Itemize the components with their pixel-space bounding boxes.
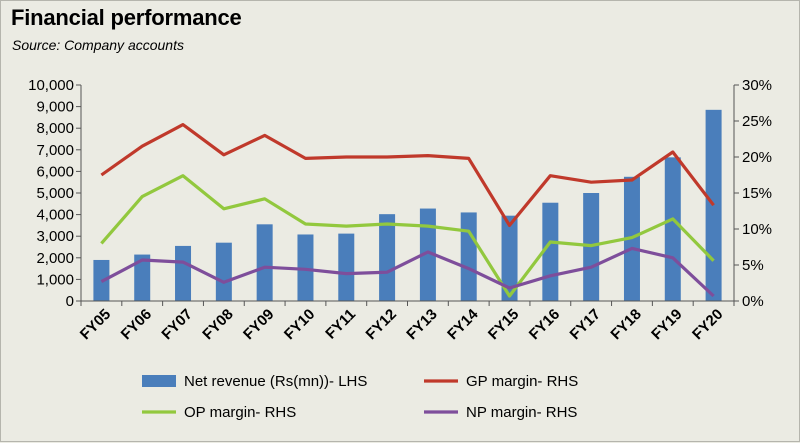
margin-line — [100, 122, 715, 227]
revenue-bar — [419, 208, 436, 301]
x-tick-label: FY09 — [240, 306, 277, 343]
bar-series — [93, 109, 722, 301]
left-tick-label: 6,000 — [36, 163, 74, 180]
revenue-bar — [705, 109, 722, 301]
legend-swatch — [142, 375, 176, 387]
left-tick-label: 2,000 — [36, 250, 74, 267]
legend-label: OP margin- RHS — [184, 404, 296, 421]
revenue-bar — [134, 254, 151, 301]
x-tick-label: FY06 — [118, 306, 155, 343]
x-tick-label: FY13 — [403, 306, 440, 343]
revenue-bar — [460, 212, 477, 301]
margin-line — [100, 246, 715, 298]
x-tick-label: FY20 — [689, 306, 726, 343]
left-tick-label: 10,000 — [28, 77, 74, 94]
right-tick-label: 10% — [742, 221, 772, 238]
revenue-bar — [664, 157, 681, 301]
right-tick-label: 5% — [742, 257, 764, 274]
left-tick-label: 9,000 — [36, 99, 74, 116]
revenue-bar — [256, 224, 273, 301]
x-tick-label: FY11 — [322, 306, 359, 343]
chart-title: Financial performance — [11, 5, 242, 30]
right-tick-label: 20% — [742, 149, 772, 166]
legend-label: NP margin- RHS — [466, 404, 577, 421]
left-tick-label: 5,000 — [36, 185, 74, 202]
right-tick-label: 0% — [742, 293, 764, 310]
x-tick-label: FY12 — [363, 306, 400, 343]
left-tick-label: 7,000 — [36, 142, 74, 159]
x-tick-label: FY07 — [158, 306, 195, 343]
x-tick-label: FY16 — [526, 306, 563, 343]
axes: 0 1,000 2,000 3,000 4,000 5,000 6,000 7,000 8,00… — [28, 77, 772, 343]
left-tick-label: 3,000 — [36, 228, 74, 245]
left-tick-label: 0 — [66, 293, 74, 310]
legend-label: GP margin- RHS — [466, 373, 578, 390]
revenue-bar — [215, 242, 232, 301]
x-tick-label: FY10 — [281, 306, 318, 343]
right-tick-label: 15% — [742, 185, 772, 202]
right-tick-label: 25% — [742, 113, 772, 130]
legend-label: Net revenue (Rs(mn))- LHS — [184, 373, 367, 390]
margin-line — [100, 174, 715, 298]
x-tick-label: FY08 — [199, 306, 236, 343]
x-tick-label: FY05 — [77, 306, 114, 343]
left-tick-label: 1,000 — [36, 271, 74, 288]
line-series-group — [100, 122, 715, 298]
x-tick-label: FY19 — [648, 306, 685, 343]
revenue-bar — [379, 214, 396, 301]
x-tick-label: FY18 — [607, 306, 644, 343]
x-tick-label: FY14 — [444, 305, 482, 343]
left-tick-label: 8,000 — [36, 120, 74, 137]
revenue-bar — [175, 245, 192, 301]
x-tick-label: FY17 — [567, 306, 604, 343]
x-tick-label: FY15 — [485, 306, 522, 343]
revenue-bar — [338, 233, 355, 301]
chart-subtitle: Source: Company accounts — [12, 37, 184, 53]
right-tick-label: 30% — [742, 77, 772, 94]
legend: Net revenue (Rs(mn))- LHS GP margin- RHS O… — [142, 373, 578, 421]
revenue-bar — [501, 215, 518, 301]
left-tick-label: 4,000 — [36, 207, 74, 224]
